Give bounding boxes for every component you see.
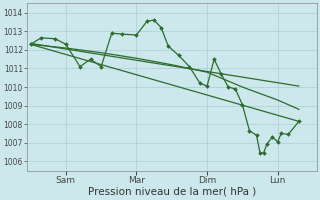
X-axis label: Pression niveau de la mer( hPa ): Pression niveau de la mer( hPa ): [88, 187, 256, 197]
